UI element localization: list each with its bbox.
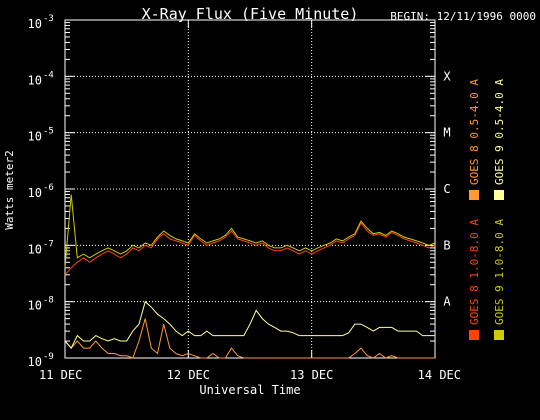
y-tick-exponent: -7 <box>43 239 54 249</box>
legend-swatch <box>494 330 504 340</box>
y-tick-label: 10 <box>28 73 42 87</box>
x-tick-label: 11 DEC <box>39 368 82 382</box>
series-line <box>64 221 436 276</box>
y-tick-exponent: -8 <box>43 296 54 306</box>
y-tick-exponent: -6 <box>43 183 54 193</box>
legend-label: GOES 8 1.0-8.0 A <box>468 219 481 325</box>
chart-subtitle: BEGIN: 12/11/1996 0000 <box>390 10 536 23</box>
class-label: B <box>443 238 450 252</box>
legend-label: GOES 8 0.5-4.0 A <box>468 79 481 185</box>
legend: GOES 8 1.0-8.0 A GOES 9 1.0-8.0 A GOES 8 0… <box>468 79 506 340</box>
x-tick-label: 14 DEC <box>418 368 461 382</box>
y-tick-exponent: -9 <box>43 352 54 362</box>
y-tick-label: 10 <box>28 186 42 200</box>
class-label: M <box>443 126 450 140</box>
legend-swatch <box>469 190 479 200</box>
class-label: X <box>443 69 451 83</box>
legend-swatch <box>494 190 504 200</box>
y-tick-label: 10 <box>28 242 42 256</box>
y-tick-label: 10 <box>28 355 42 369</box>
y-axis-label: Watts meter2 <box>3 150 16 229</box>
y-tick-exponent: -4 <box>43 70 54 80</box>
class-label: C <box>443 182 450 196</box>
series-line <box>64 318 435 359</box>
y-tick-exponent: -3 <box>43 14 54 24</box>
series-line <box>64 300 435 349</box>
series-lines <box>64 194 436 359</box>
x-axis-label: Universal Time <box>199 383 300 397</box>
y-tick-label: 10 <box>28 17 42 31</box>
y-tick-label: 10 <box>28 130 42 144</box>
y-tick-label: 10 <box>28 299 42 313</box>
plot-frame <box>64 19 436 359</box>
class-label: A <box>443 295 451 309</box>
series-line <box>64 194 436 268</box>
x-tick-label: 12 DEC <box>167 368 210 382</box>
legend-swatch <box>469 330 479 340</box>
x-tick-label: 13 DEC <box>290 368 333 382</box>
chart-title: X-Ray Flux (Five Minute) <box>142 5 359 23</box>
grid-lines <box>65 20 435 358</box>
legend-label: GOES 9 1.0-8.0 A <box>493 219 506 325</box>
legend-label: GOES 9 0.5-4.0 A <box>493 79 506 185</box>
y-tick-exponent: -5 <box>43 127 54 137</box>
